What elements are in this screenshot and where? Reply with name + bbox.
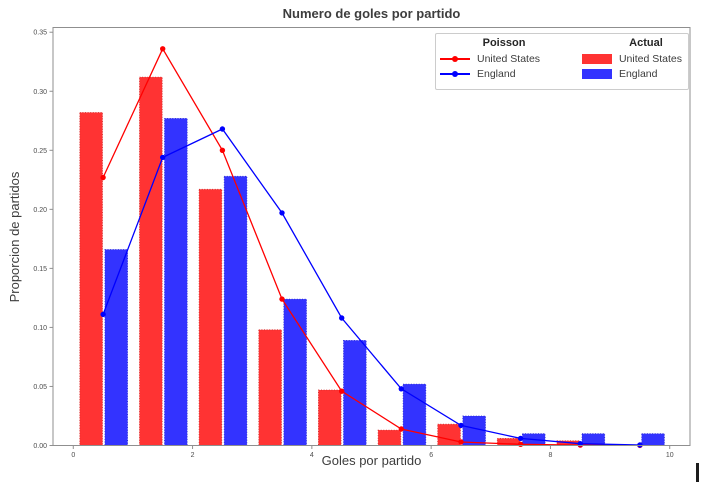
bar-actual-england xyxy=(581,433,606,446)
bar-actual-united-states xyxy=(437,423,461,446)
marker-dot-icon xyxy=(452,70,458,77)
chart-title: Numero de goles por partido xyxy=(282,6,461,21)
y-tick-label: 0.00 xyxy=(33,443,47,450)
marker-poisson-united-states xyxy=(279,296,285,302)
legend-label: United States xyxy=(618,52,682,65)
legend-entry-actual-england: England xyxy=(581,66,682,81)
bar-actual-england xyxy=(104,249,129,446)
x-tick-label: 0 xyxy=(71,452,75,459)
marker-poisson-united-states xyxy=(339,388,345,394)
marker-poisson-england xyxy=(160,154,166,161)
marker-poisson-united-states xyxy=(398,426,404,432)
legend-entry-actual-us: United States xyxy=(581,51,682,66)
marker-poisson-united-states xyxy=(160,46,166,52)
bar-actual-england xyxy=(343,339,367,446)
legend-header-poisson: Poisson xyxy=(482,37,526,49)
patch-swatch-icon xyxy=(581,68,612,79)
patch-swatch-icon xyxy=(581,53,612,64)
bar-actual-england xyxy=(462,415,486,446)
bar-actual-united-states xyxy=(377,429,402,446)
legend-label: United States xyxy=(477,52,541,65)
y-axis-label: Proporcion de partidos xyxy=(7,171,22,303)
line-poisson-england xyxy=(102,128,640,446)
marker-poisson-england xyxy=(517,435,524,442)
bar-actual-england xyxy=(223,175,248,446)
legend-label: England xyxy=(477,67,516,80)
marker-poisson-england xyxy=(398,386,404,392)
line-poisson-united-states xyxy=(102,47,640,447)
legend-entry-poisson-england: England xyxy=(440,66,540,81)
legend: Poisson United States England Actual Uni… xyxy=(435,33,689,90)
bar-actual-united-states xyxy=(79,112,103,446)
text-cursor-artifact xyxy=(696,463,699,482)
y-tick-label: 0.20 xyxy=(33,207,47,214)
x-tick-label: 10 xyxy=(666,452,674,459)
legend-column-actual: Actual United States England xyxy=(581,37,682,86)
bar-actual-united-states xyxy=(198,188,223,446)
line-swatch-icon xyxy=(440,55,470,62)
marker-poisson-united-states xyxy=(100,174,106,181)
bar-actual-united-states xyxy=(258,329,282,446)
x-tick-label: 6 xyxy=(429,452,433,459)
marker-poisson-england xyxy=(279,210,285,216)
x-tick-label: 2 xyxy=(191,452,195,459)
marker-poisson-united-states xyxy=(458,439,464,445)
axes-frame xyxy=(52,27,691,446)
legend-entry-poisson-us: United States xyxy=(440,51,540,66)
bar-actual-england xyxy=(283,298,307,446)
marker-poisson-england xyxy=(458,422,464,429)
legend-header-actual: Actual xyxy=(629,37,663,49)
line-swatch-icon xyxy=(440,70,470,77)
y-tick-label: 0.15 xyxy=(33,266,47,273)
y-tick-label: 0.30 xyxy=(33,89,47,96)
bar-actual-england xyxy=(164,118,188,446)
bar-actual-england xyxy=(641,433,665,446)
x-tick-label: 8 xyxy=(548,452,552,459)
y-tick-label: 0.25 xyxy=(33,148,47,155)
marker-dot-icon xyxy=(452,55,458,62)
marker-poisson-united-states xyxy=(517,441,524,447)
marker-poisson-england xyxy=(100,311,106,318)
y-tick-label: 0.05 xyxy=(33,384,47,391)
bar-actual-united-states xyxy=(139,76,163,446)
legend-label: England xyxy=(618,67,658,80)
bar-actual-united-states xyxy=(317,389,342,446)
x-tick-label: 4 xyxy=(310,452,314,459)
x-axis-label: Goles por partido xyxy=(321,453,422,468)
y-tick-label: 0.10 xyxy=(33,325,47,332)
marker-poisson-england xyxy=(219,126,226,132)
bar-actual-england xyxy=(402,383,427,446)
marker-poisson-england xyxy=(339,315,345,321)
marker-poisson-united-states xyxy=(219,147,226,153)
y-tick-label: 0.35 xyxy=(33,30,47,37)
legend-column-poisson: Poisson United States England xyxy=(440,37,540,86)
